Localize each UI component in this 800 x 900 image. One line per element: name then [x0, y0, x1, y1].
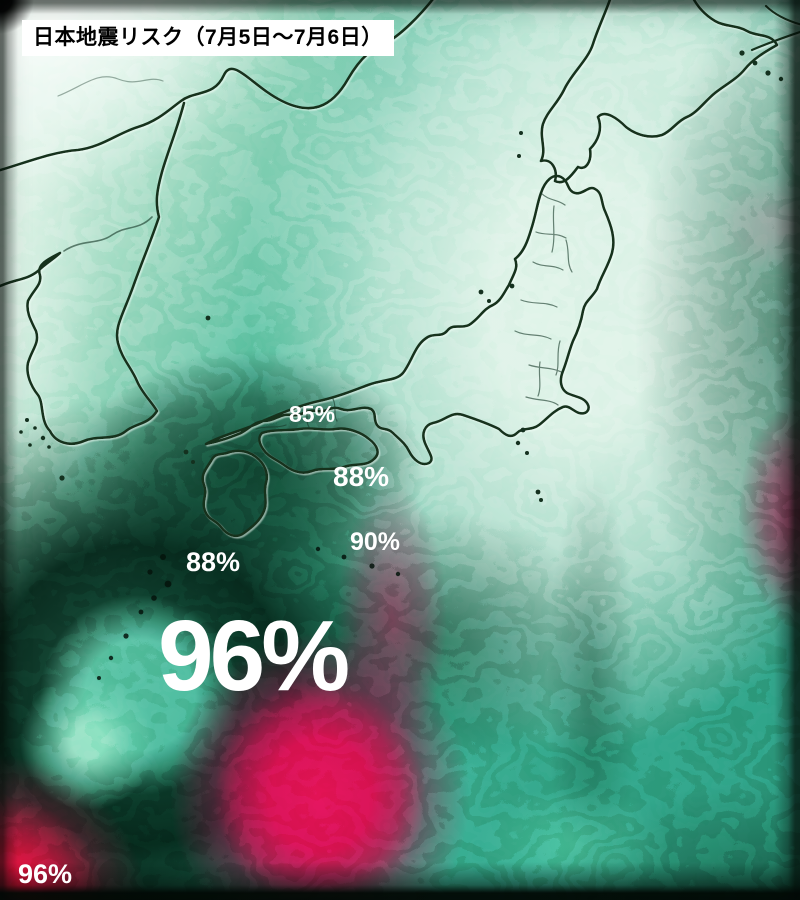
risk-label-kyushu: 88% [186, 547, 241, 577]
risk-label-tokai: 90% [350, 528, 401, 556]
risk-label-offshore-main: 96% [158, 600, 350, 712]
map-title: 日本地震リスク（7月5日～7月6日） [33, 26, 383, 49]
risk-label-bottom-left: 96% [18, 859, 73, 889]
risk-label-chugoku: 85% [289, 401, 336, 427]
map-title-box: 日本地震リスク（7月5日～7月6日） [22, 20, 394, 57]
risk-label-kinki: 88% [333, 461, 390, 492]
